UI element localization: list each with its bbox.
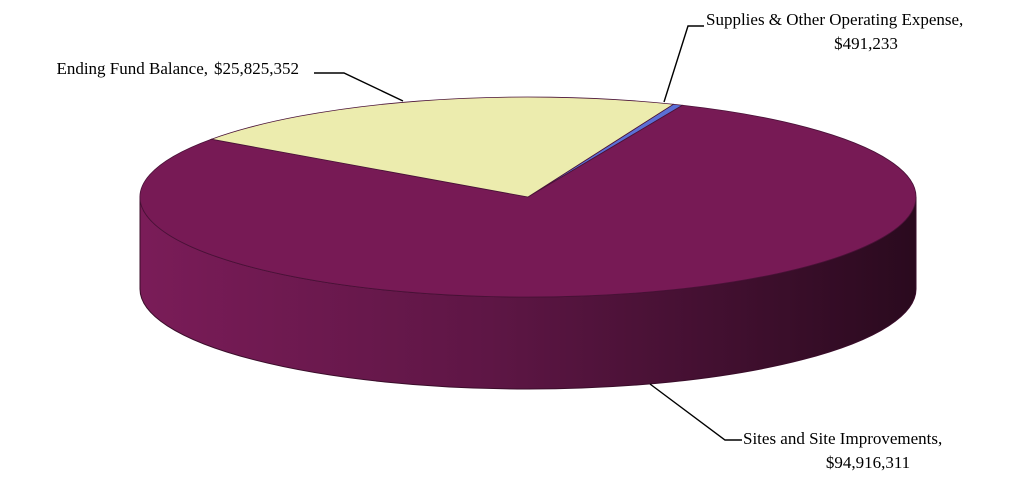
pie-slice-1 <box>139 104 917 298</box>
slice-label-ending-fund-balance: Ending Fund Balance, <box>56 59 208 78</box>
slice-value-sites: $94,916,311 <box>826 453 910 472</box>
pie-top <box>139 96 917 298</box>
slice-value-supplies: $491,233 <box>834 34 898 53</box>
pie-slice-2 <box>209 96 675 198</box>
leader-line-supplies <box>663 25 704 103</box>
leader-line-ending-fund-balance <box>314 72 404 102</box>
leader-line-sites <box>649 383 742 441</box>
slice-value-ending-fund-balance: $25,825,352 <box>214 59 299 78</box>
slice-label-supplies: Supplies & Other Operating Expense, <box>706 10 963 29</box>
slice-label-sites: Sites and Site Improvements, <box>743 429 942 448</box>
